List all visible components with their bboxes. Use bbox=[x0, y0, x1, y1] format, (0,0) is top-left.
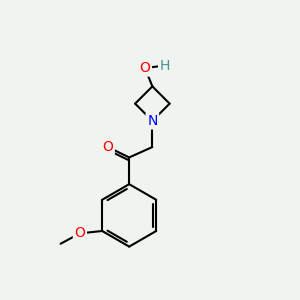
Text: H: H bbox=[160, 58, 170, 73]
Text: O: O bbox=[74, 226, 85, 240]
Text: N: N bbox=[147, 114, 158, 128]
Text: O: O bbox=[102, 140, 113, 154]
Text: O: O bbox=[140, 61, 150, 75]
